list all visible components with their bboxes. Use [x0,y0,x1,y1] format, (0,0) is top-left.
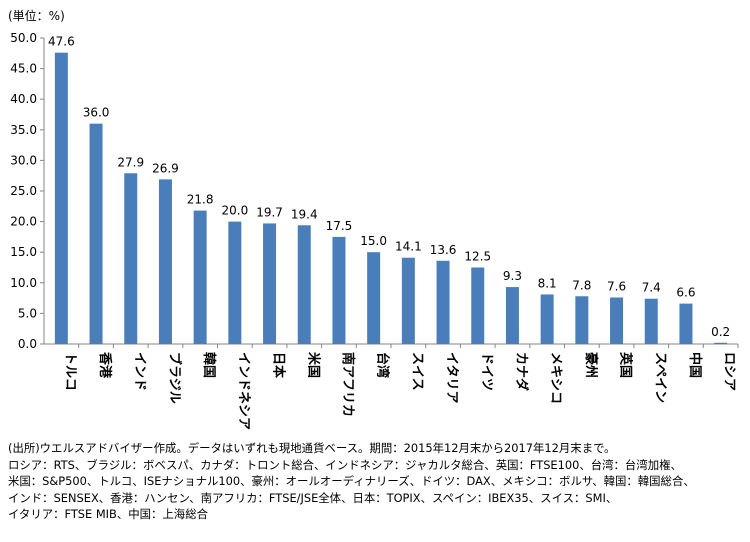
note-line: イタリア：FTSE MIB、中国：上海総合 [8,507,208,522]
bar [540,294,554,344]
bar [471,267,485,344]
category-label: 中国 [687,352,703,378]
note-line: インド：SENSEX、香港：ハンセン、南アフリカ：FTSE/JSE全体、日本：T… [8,490,618,505]
category-label: ブラジル [166,352,182,404]
bar [89,123,103,345]
value-label: 27.9 [117,155,144,169]
bars [54,52,728,345]
category-label: 韓国 [201,352,217,378]
note-line: 米国：S&P500、トルコ、ISEナショナル100、豪州：オールオーディナリーズ… [8,474,695,489]
category-label: 英国 [618,351,634,378]
bar [644,298,658,344]
bar [54,52,68,345]
category-label: 南アフリカ [340,352,356,417]
note-line: (出所)ウエルスアドバイザー作成。データはいずれも現地通貨ベース。期間：2015… [8,441,616,455]
category-label: インドネシア [236,352,251,430]
bar [436,260,450,344]
y-tick-label: 10.0 [10,276,37,290]
category-label: 米国 [305,352,321,378]
value-label: 17.5 [326,219,353,233]
note-line: ロシア：RTS、ブラジル：ボベスパ、カナダ：トロント総合、インドネシア：ジャカル… [8,457,682,472]
bar [124,173,138,344]
bar [679,303,693,344]
bar [297,225,311,344]
bar [332,236,346,344]
y-axis: 0.0 5.0 10.0 15.0 20.0 25.0 30.0 35.0 40.0 45.0 50… [10,31,739,351]
y-tick-label: 45.0 [10,62,37,76]
bar-chart: 0.0 5.0 10.0 15.0 20.0 25.0 30.0 35.0 40.0 45.0 50… [10,31,739,430]
value-label: 7.4 [642,281,661,295]
y-tick-label: 5.0 [18,306,37,320]
y-tick-label: 15.0 [10,245,37,259]
value-label: 7.6 [607,279,626,293]
bar [263,223,277,344]
value-label: 15.0 [360,234,387,248]
bar [228,221,242,344]
bar [401,257,415,344]
y-tick-label: 25.0 [10,184,37,198]
category-label: メキシコ [548,352,563,404]
y-tick-label: 35.0 [10,123,37,137]
category-label: 台湾 [375,352,391,378]
bar [610,297,624,344]
value-label: 14.1 [395,240,422,254]
category-label: トルコ [62,352,77,391]
value-label: 19.4 [291,207,318,221]
bar [714,342,728,344]
y-tick-label: 50.0 [10,31,37,45]
value-label: 21.8 [187,193,214,207]
category-label: スペイン [652,352,667,403]
bar [158,179,172,344]
bar [505,287,519,344]
value-label: 8.1 [538,276,557,290]
value-label: 19.7 [256,205,283,219]
value-label: 47.6 [48,35,75,49]
category-label: 日本 [271,352,287,378]
category-label: 香港 [97,351,113,379]
value-label: 26.9 [152,161,179,175]
category-label: カナダ [513,352,529,391]
category-labels: トルコ 香港 インド ブラジル 韓国 インドネシア 日本 米国 南アフリカ 台湾 スイス イタリア ドイ… [62,351,736,430]
value-label: 20.0 [221,204,248,218]
unit-label: (単位：%) [8,9,65,23]
category-label: イタリア [444,352,459,403]
value-label: 36.0 [83,106,110,120]
value-label: 12.5 [464,250,491,264]
value-label: 6.6 [676,286,695,300]
category-label: ドイツ [479,352,494,391]
category-label: インド [132,352,147,391]
value-label: 0.2 [711,325,730,339]
y-tick-label: 40.0 [10,92,37,106]
bar [367,252,381,344]
y-tick-label: 20.0 [10,215,37,229]
bar [193,210,207,344]
category-label: ロシア [722,352,737,391]
value-label: 9.3 [503,269,522,283]
category-label: スイス [409,352,424,391]
value-labels: 47.6 36.0 27.9 26.9 21.8 20.0 19.7 19.4 17.5 15.0… [48,35,730,339]
bar [575,296,589,344]
y-tick-label: 30.0 [10,153,37,167]
source-notes: (出所)ウエルスアドバイザー作成。データはいずれも現地通貨ベース。期間：2015… [8,440,748,523]
value-label: 13.6 [430,243,457,257]
category-label: 豪州 [583,352,599,378]
value-label: 7.8 [572,278,591,292]
y-tick-label: 0.0 [18,337,37,351]
